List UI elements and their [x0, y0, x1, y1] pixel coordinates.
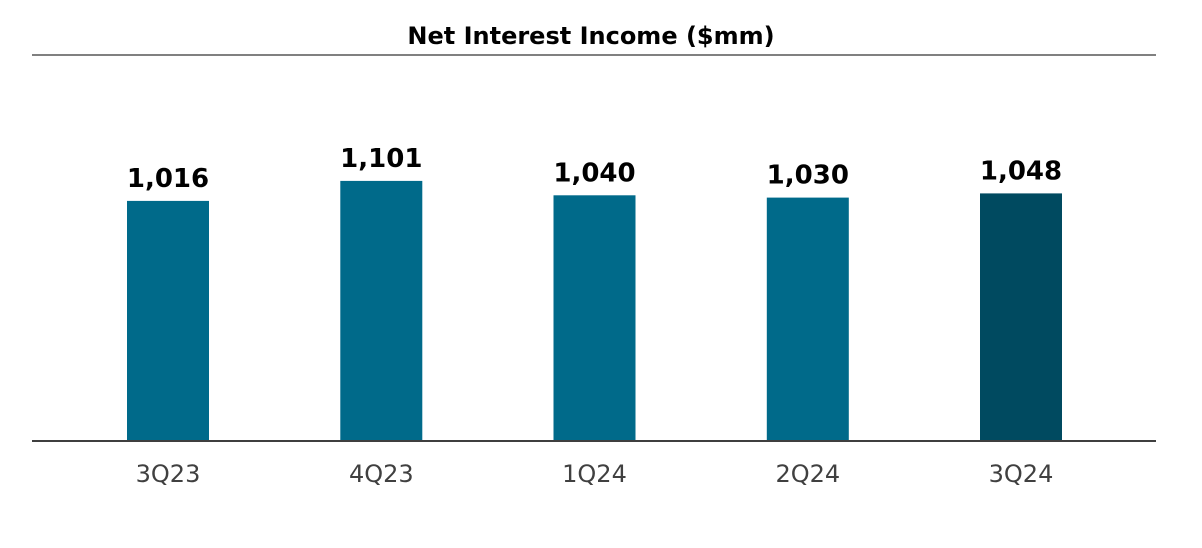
x-tick-label-4q23: 4Q23 — [349, 460, 414, 488]
value-label-3q23: 1,016 — [127, 164, 209, 194]
value-labels: 1,016 1,101 1,040 1,030 1,048 — [127, 144, 1062, 194]
x-tick-label-3q24: 3Q24 — [989, 460, 1054, 488]
x-tick-label-3q23: 3Q23 — [136, 460, 201, 488]
x-tick-label-1q24: 1Q24 — [562, 460, 627, 488]
bar-3q24 — [980, 193, 1062, 440]
value-label-1q24: 1,040 — [553, 158, 635, 188]
bar-3q23 — [127, 200, 209, 440]
x-tick-label-2q24: 2Q24 — [775, 460, 840, 488]
bars — [127, 180, 1062, 440]
bar-1q24 — [553, 195, 636, 440]
chart-title: Net Interest Income ($mm) — [407, 22, 774, 50]
value-label-2q24: 1,030 — [767, 161, 849, 191]
value-label-4q23: 1,101 — [340, 144, 422, 174]
bar-2q24 — [766, 197, 849, 440]
bar-4q23 — [340, 180, 423, 440]
x-tick-labels: 3Q23 4Q23 1Q24 2Q24 3Q24 — [136, 460, 1054, 488]
value-label-3q24: 1,048 — [980, 156, 1062, 186]
